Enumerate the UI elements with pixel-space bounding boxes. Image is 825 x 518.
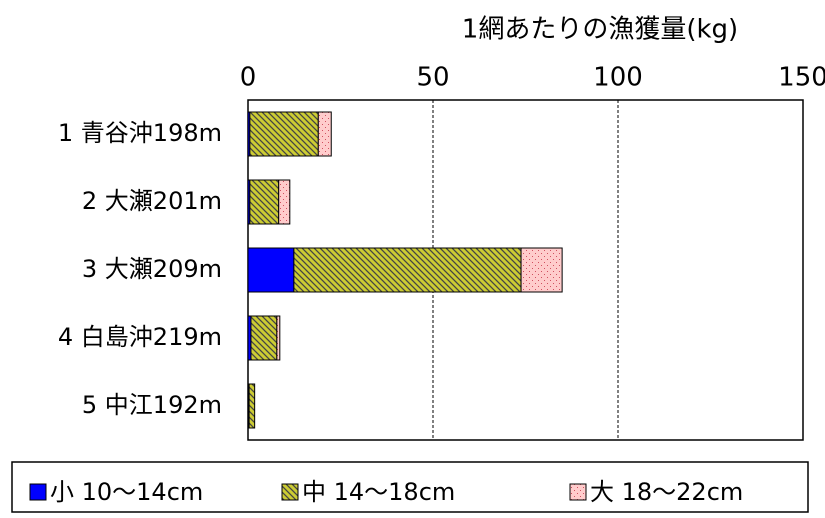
bar-segment bbox=[248, 383, 256, 429]
bar-segment bbox=[249, 111, 319, 157]
y-tick-label: 2 大瀬201m bbox=[82, 187, 222, 215]
x-tick-label: 0 bbox=[240, 63, 257, 93]
legend-label: 中 14〜18cm bbox=[302, 478, 455, 506]
legend-label: 大 18〜22cm bbox=[590, 478, 743, 506]
bar-segment bbox=[278, 179, 291, 225]
legend-box bbox=[11, 461, 809, 513]
x-tick-label: 100 bbox=[593, 63, 643, 93]
y-tick-label: 4 白島沖219m bbox=[58, 323, 222, 351]
legend-swatch bbox=[569, 483, 587, 501]
y-tick-label: 5 中江192m bbox=[82, 391, 222, 419]
bar-segment bbox=[247, 247, 295, 293]
bar-segment bbox=[293, 247, 522, 293]
y-tick-label: 3 大瀬209m bbox=[82, 255, 222, 283]
legend-label: 小 10〜14cm bbox=[50, 478, 203, 506]
bar-segment bbox=[250, 315, 278, 361]
bar-segment bbox=[520, 247, 563, 293]
bar-segment bbox=[276, 315, 281, 361]
bar-segment bbox=[249, 179, 280, 225]
x-tick-label: 50 bbox=[416, 63, 449, 93]
x-tick-label: 150 bbox=[778, 63, 825, 93]
legend-swatch bbox=[29, 483, 47, 501]
legend-swatch bbox=[281, 483, 299, 501]
bar-segment bbox=[317, 111, 332, 157]
chart-title: 1網あたりの漁獲量(kg) bbox=[462, 15, 738, 45]
y-tick-label: 1 青谷沖198m bbox=[58, 119, 222, 147]
